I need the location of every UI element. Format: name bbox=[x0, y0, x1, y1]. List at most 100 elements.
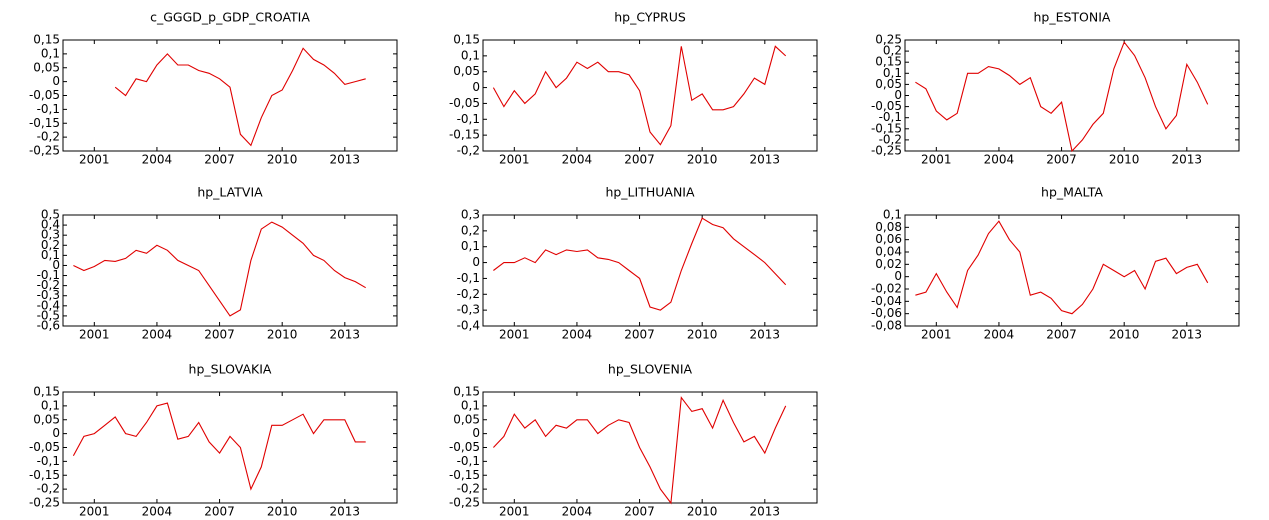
data-line bbox=[915, 41, 1209, 153]
y-tick-label: 0 bbox=[52, 258, 60, 272]
data-line bbox=[493, 396, 787, 505]
x-tick-label: 2004 bbox=[142, 505, 173, 519]
x-tick-label: 2010 bbox=[687, 153, 718, 167]
y-tick-label: 0 bbox=[472, 80, 480, 94]
x-tick-label: 2007 bbox=[1046, 153, 1077, 167]
y-tick-label: 0 bbox=[472, 255, 480, 269]
x-tick-label: 2013 bbox=[750, 328, 781, 342]
data-line bbox=[114, 47, 366, 147]
plot-frame bbox=[482, 39, 818, 152]
y-tick-label: -0,2 bbox=[37, 482, 60, 496]
x-tick-label: 2010 bbox=[267, 505, 298, 519]
x-tick-label: 2013 bbox=[330, 505, 361, 519]
y-tick-label: -0,15 bbox=[449, 468, 480, 482]
y-tick-label: -0,1 bbox=[457, 112, 480, 126]
y-tick-label: -0,15 bbox=[871, 121, 902, 135]
x-tick-label: 2001 bbox=[79, 153, 110, 167]
y-tick-label: -0,08 bbox=[871, 319, 902, 333]
y-tick-label: -0,1 bbox=[457, 454, 480, 468]
x-tick-label: 2010 bbox=[687, 505, 718, 519]
x-tick-label: 2004 bbox=[562, 153, 593, 167]
x-tick-label: 2001 bbox=[79, 328, 110, 342]
y-tick-label: 0,05 bbox=[33, 412, 60, 426]
y-tick-label: 0,2 bbox=[41, 238, 60, 252]
y-tick-label: -0,05 bbox=[871, 99, 902, 113]
y-tick-label: -0,02 bbox=[871, 282, 902, 296]
y-tick-label: 0,1 bbox=[883, 66, 902, 80]
x-tick-label: 2001 bbox=[921, 153, 952, 167]
chart-title: hp_ESTONIA bbox=[1033, 10, 1110, 25]
data-line bbox=[493, 217, 787, 311]
plot-frame bbox=[904, 214, 1240, 327]
x-tick-label: 2007 bbox=[624, 505, 655, 519]
plot-frame bbox=[62, 39, 398, 152]
y-tick-label: -0,2 bbox=[879, 132, 902, 146]
y-tick-label: -0,2 bbox=[37, 130, 60, 144]
y-tick-label: -0,15 bbox=[449, 128, 480, 142]
y-tick-label: -0,25 bbox=[449, 496, 480, 510]
y-tick-label: 0,5 bbox=[41, 208, 60, 222]
x-tick-label: 2007 bbox=[204, 505, 235, 519]
plot-frame bbox=[62, 214, 398, 327]
x-tick-label: 2013 bbox=[330, 153, 361, 167]
x-tick-label: 2013 bbox=[750, 505, 781, 519]
y-tick-label: -0,4 bbox=[457, 319, 480, 333]
data-line bbox=[915, 220, 1209, 315]
y-tick-label: 0,05 bbox=[33, 60, 60, 74]
chart-title: hp_SLOVAKIA bbox=[189, 362, 272, 377]
y-tick-label: 0 bbox=[472, 426, 480, 440]
y-tick-label: -0,25 bbox=[871, 144, 902, 158]
y-tick-label: -0,1 bbox=[457, 271, 480, 285]
x-tick-label: 2010 bbox=[687, 328, 718, 342]
x-tick-label: 2013 bbox=[1172, 153, 1203, 167]
x-tick-label: 2001 bbox=[79, 505, 110, 519]
y-tick-label: 0,2 bbox=[461, 223, 480, 237]
y-tick-label: -0,2 bbox=[37, 278, 60, 292]
y-tick-label: 0,15 bbox=[453, 33, 480, 47]
y-tick-label: -0,4 bbox=[37, 298, 60, 312]
y-tick-label: 0,08 bbox=[875, 220, 902, 234]
y-tick-label: -0,1 bbox=[879, 110, 902, 124]
y-tick-label: 0,15 bbox=[875, 55, 902, 69]
y-tick-label: -0,25 bbox=[29, 144, 60, 158]
y-tick-label: 0,05 bbox=[453, 412, 480, 426]
y-tick-label: -0,05 bbox=[449, 96, 480, 110]
data-line bbox=[492, 45, 787, 146]
y-tick-label: 0,25 bbox=[875, 33, 902, 47]
y-tick-label: -0,15 bbox=[29, 116, 60, 130]
y-tick-label: -0,2 bbox=[457, 287, 480, 301]
data-line bbox=[73, 221, 366, 317]
x-tick-label: 2004 bbox=[984, 328, 1015, 342]
y-tick-label: -0,6 bbox=[37, 319, 60, 333]
x-tick-label: 2007 bbox=[1046, 328, 1077, 342]
data-line bbox=[72, 402, 366, 491]
y-tick-label: 0,3 bbox=[41, 228, 60, 242]
chart-title: hp_MALTA bbox=[1041, 185, 1103, 200]
chart-title: hp_LITHUANIA bbox=[605, 185, 695, 200]
y-tick-label: 0,1 bbox=[41, 248, 60, 262]
y-tick-label: -0,05 bbox=[29, 440, 60, 454]
plot-frame bbox=[482, 214, 818, 327]
y-tick-label: 0,1 bbox=[461, 48, 480, 62]
x-tick-label: 2007 bbox=[624, 328, 655, 342]
x-tick-label: 2001 bbox=[921, 328, 952, 342]
chart-title: c_GGGD_p_GDP_CROATIA bbox=[150, 10, 310, 25]
x-tick-label: 2010 bbox=[267, 153, 298, 167]
y-tick-label: 0,1 bbox=[461, 239, 480, 253]
y-tick-label: 0,1 bbox=[41, 398, 60, 412]
y-tick-label: 0 bbox=[52, 426, 60, 440]
y-tick-label: 0,04 bbox=[875, 245, 902, 259]
y-tick-label: 0,15 bbox=[453, 385, 480, 399]
y-tick-label: 0 bbox=[894, 269, 902, 283]
x-tick-label: 2007 bbox=[204, 328, 235, 342]
x-tick-label: 2001 bbox=[499, 153, 530, 167]
y-tick-label: -0,05 bbox=[449, 440, 480, 454]
y-tick-label: 0,4 bbox=[41, 218, 60, 232]
x-tick-label: 2004 bbox=[562, 505, 593, 519]
y-tick-label: 0,1 bbox=[461, 398, 480, 412]
y-tick-label: 0,15 bbox=[33, 385, 60, 399]
plot-frame bbox=[904, 39, 1240, 152]
x-tick-label: 2010 bbox=[1109, 328, 1140, 342]
y-tick-label: 0,05 bbox=[875, 77, 902, 91]
x-tick-label: 2004 bbox=[142, 328, 173, 342]
